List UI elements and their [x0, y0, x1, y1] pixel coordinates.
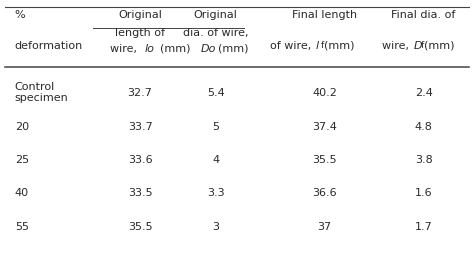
Text: 20: 20	[15, 122, 29, 132]
Text: 33.7: 33.7	[128, 122, 153, 132]
Text: 55: 55	[15, 222, 29, 232]
Text: 1.6: 1.6	[415, 188, 432, 198]
Text: 3.3: 3.3	[207, 188, 225, 198]
Text: Final length: Final length	[292, 10, 357, 20]
Text: 35.5: 35.5	[128, 222, 153, 232]
Text: 3: 3	[212, 222, 219, 232]
Text: D: D	[414, 41, 422, 51]
Text: 25: 25	[15, 155, 29, 165]
Text: deformation: deformation	[15, 41, 83, 51]
Text: 33.5: 33.5	[128, 188, 153, 198]
Text: (mm): (mm)	[218, 43, 248, 54]
Text: 5.4: 5.4	[207, 88, 225, 98]
Text: of wire,: of wire,	[270, 41, 315, 51]
Text: 32.7: 32.7	[128, 88, 153, 98]
Text: Do: Do	[201, 43, 216, 54]
Text: 4: 4	[212, 155, 219, 165]
Text: %: %	[15, 10, 26, 20]
Text: lo: lo	[145, 43, 155, 54]
Text: 37.4: 37.4	[312, 122, 337, 132]
Text: Control
specimen: Control specimen	[15, 82, 69, 103]
Text: wire,: wire,	[383, 41, 413, 51]
Text: Original: Original	[118, 10, 162, 20]
Text: Final dia. of: Final dia. of	[392, 10, 456, 20]
Text: dia. of wire,: dia. of wire,	[183, 28, 248, 38]
Text: 33.6: 33.6	[128, 155, 153, 165]
Text: 4.8: 4.8	[415, 122, 433, 132]
Text: l: l	[316, 41, 319, 51]
Text: f: f	[420, 41, 424, 50]
Text: length of: length of	[115, 28, 165, 38]
Text: 3.8: 3.8	[415, 155, 433, 165]
Text: 36.6: 36.6	[312, 188, 337, 198]
Text: f: f	[321, 41, 324, 50]
Text: (mm): (mm)	[324, 41, 355, 51]
Text: 40: 40	[15, 188, 29, 198]
Text: 1.7: 1.7	[415, 222, 433, 232]
Text: (mm): (mm)	[160, 43, 191, 54]
Text: 5: 5	[212, 122, 219, 132]
Text: Original: Original	[194, 10, 237, 20]
Text: 37: 37	[318, 222, 331, 232]
Text: wire,: wire,	[109, 43, 140, 54]
Text: (mm): (mm)	[424, 41, 454, 51]
Text: 40.2: 40.2	[312, 88, 337, 98]
Text: 2.4: 2.4	[415, 88, 433, 98]
Text: 35.5: 35.5	[312, 155, 337, 165]
